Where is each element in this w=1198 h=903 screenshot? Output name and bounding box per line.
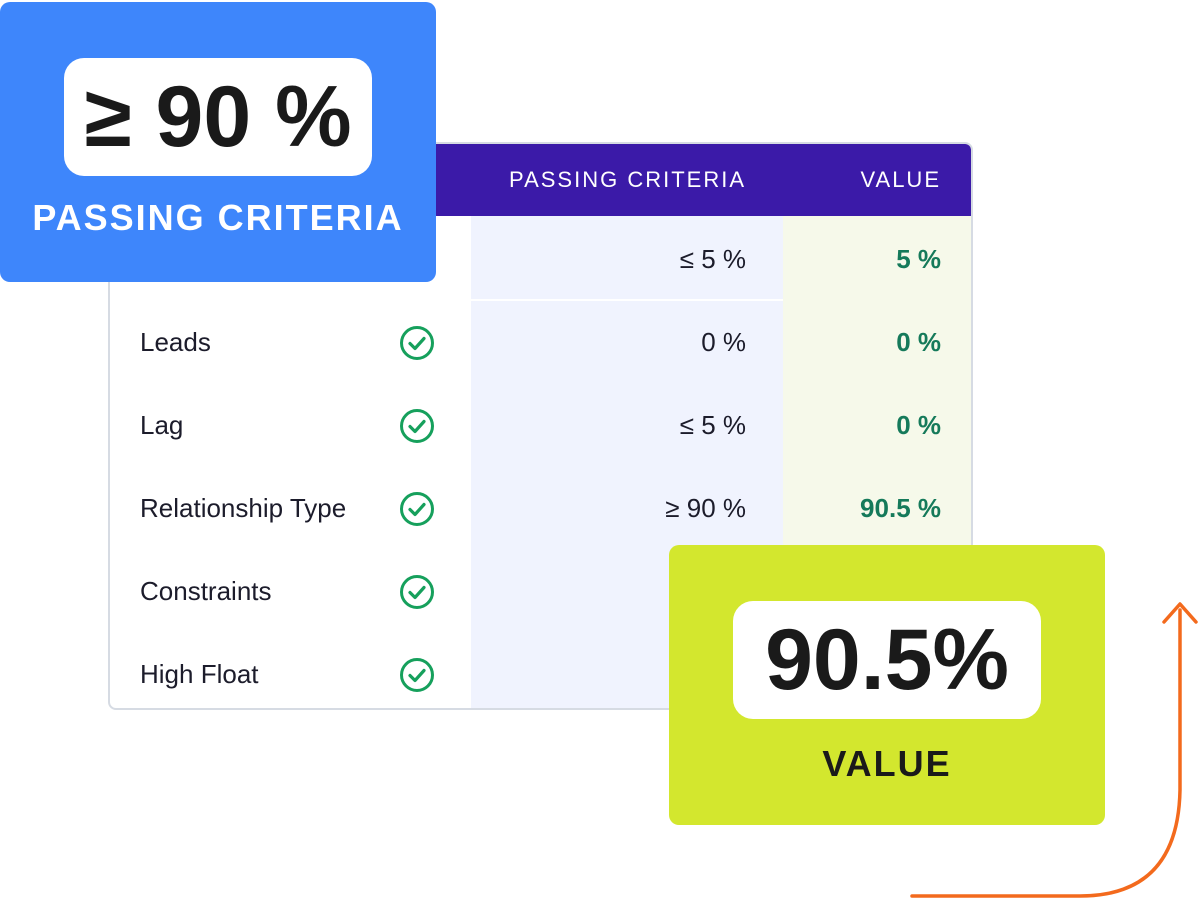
value-callout-label: VALUE xyxy=(822,743,952,784)
row-passing-value: ≥ 90 % xyxy=(665,493,746,523)
row-name: Lag xyxy=(140,410,184,440)
table-row: High Float xyxy=(110,633,971,708)
row-passing-value: ≤ 5 % xyxy=(679,410,746,440)
table-row: ≤ 5 % 5 % xyxy=(110,218,971,301)
value-callout: 90.5% VALUE xyxy=(669,545,1105,825)
check-circle-icon xyxy=(400,409,434,443)
row-name: High Float xyxy=(140,659,259,689)
row-value: 0 % xyxy=(896,327,941,357)
check-circle-icon xyxy=(400,326,434,360)
row-passing-value: ≤ 5 % xyxy=(679,244,746,274)
row-value: 5 % xyxy=(896,244,941,274)
header-value: VALUE xyxy=(860,167,941,192)
table-row: Relationship Type ≥ 90 % 90.5 % xyxy=(110,467,971,550)
row-name: Relationship Type xyxy=(140,493,347,523)
passing-criteria-callout-label: PASSING CRITERIA xyxy=(32,197,404,238)
row-name: Leads xyxy=(140,327,211,357)
passing-criteria-callout-value: ≥ 90 % xyxy=(64,58,372,176)
row-value: 0 % xyxy=(896,410,941,440)
upward-arrow-icon xyxy=(910,602,1198,898)
row-passing-value: 0 % xyxy=(701,327,746,357)
check-circle-icon xyxy=(400,492,434,526)
table-row: Lag ≤ 5 % 0 % xyxy=(110,384,971,467)
row-value: 90.5 % xyxy=(860,493,941,523)
value-callout-value: 90.5% xyxy=(733,601,1041,719)
check-circle-icon xyxy=(400,658,434,692)
passing-criteria-callout: ≥ 90 % PASSING CRITERIA xyxy=(0,2,436,282)
row-divider xyxy=(471,299,783,301)
table-row: Constraints xyxy=(110,550,971,633)
header-passing-criteria: PASSING CRITERIA xyxy=(509,167,746,192)
table-row: Leads 0 % 0 % xyxy=(110,301,971,384)
row-name: Constraints xyxy=(140,576,272,606)
check-circle-icon xyxy=(400,575,434,609)
